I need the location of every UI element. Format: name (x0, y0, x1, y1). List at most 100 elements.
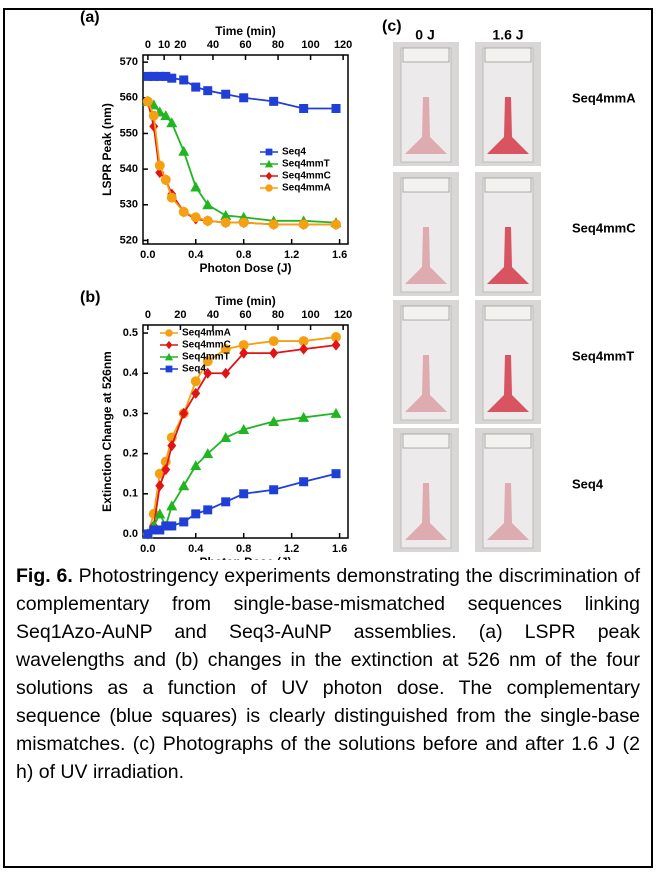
solution (487, 97, 529, 154)
marker (167, 73, 177, 83)
x2-tick-label: 20 (174, 39, 186, 51)
x2-tick-label: 60 (239, 39, 251, 51)
y-axis-label: Extinction Change at 526nm (100, 351, 114, 512)
marker (179, 407, 189, 419)
marker (160, 110, 172, 121)
photo (393, 42, 459, 166)
x-tick-label: 0.4 (188, 543, 204, 555)
legend-marker (265, 148, 273, 156)
legend-marker (264, 159, 274, 168)
x2-tick-label: 40 (207, 309, 219, 321)
marker (143, 71, 153, 81)
marker (221, 367, 231, 379)
marker (161, 464, 171, 476)
marker (149, 525, 159, 535)
marker (191, 82, 201, 92)
cap (484, 433, 532, 449)
marker (202, 215, 213, 226)
marker (299, 477, 309, 487)
marker (166, 500, 178, 511)
y-tick-label: 560 (120, 92, 138, 104)
marker (166, 192, 177, 203)
marker (149, 71, 159, 81)
solution (405, 355, 447, 412)
photo (475, 172, 541, 296)
x2-tick-label: 120 (334, 309, 352, 321)
marker (154, 508, 166, 519)
marker (239, 489, 249, 499)
marker (299, 103, 309, 113)
row-label: Seq4mmT (572, 348, 634, 363)
y-tick-label: 0.1 (123, 488, 138, 500)
row-label: Seq4mmC (572, 220, 636, 235)
cap (402, 433, 450, 449)
legend-marker (165, 365, 173, 373)
marker (190, 376, 201, 387)
marker (238, 340, 249, 351)
y-tick-label: 0.5 (123, 327, 138, 339)
legend-label: Seq4mmT (182, 352, 230, 363)
x2-tick-label: 100 (301, 309, 319, 321)
marker (238, 217, 249, 228)
panel-label: (c) (382, 18, 402, 35)
marker (202, 448, 214, 459)
legend-label: Seq4mmT (282, 159, 330, 170)
y-tick-label: 0.4 (123, 367, 139, 379)
legend-marker (165, 340, 173, 350)
x-tick-label: 1.6 (332, 249, 347, 261)
x2-axis-label: Time (min) (215, 24, 275, 38)
x-axis-label: Photon Dose (J) (200, 555, 292, 560)
marker (203, 367, 213, 379)
x2-tick-label: 10 (158, 39, 170, 51)
cap (402, 305, 450, 321)
marker (220, 344, 231, 355)
cap (402, 177, 450, 193)
x2-axis-label: Time (min) (215, 294, 275, 308)
marker (239, 93, 249, 103)
marker (167, 440, 177, 452)
x-tick-label: 0.4 (188, 249, 204, 261)
marker (220, 217, 231, 228)
marker (203, 505, 213, 515)
legend-label: Seq4mmC (282, 171, 331, 182)
y-tick-label: 0.3 (123, 407, 138, 419)
y-tick-label: 550 (120, 127, 138, 139)
marker (269, 347, 279, 359)
y-tick-label: 0.0 (123, 528, 138, 540)
marker (221, 89, 231, 99)
x2-tick-label: 0 (145, 39, 151, 51)
x-tick-label: 0.8 (236, 249, 251, 261)
cap (484, 47, 532, 63)
marker (268, 219, 279, 230)
marker (268, 415, 280, 426)
marker (202, 356, 213, 367)
photo (393, 428, 459, 552)
solution (487, 355, 529, 412)
marker (268, 336, 279, 347)
photo (393, 172, 459, 296)
y-tick-label: 530 (120, 199, 138, 211)
photo (475, 42, 541, 166)
x2-tick-label: 60 (239, 309, 251, 321)
figure: (c) 0 J 1.6 J (a) 0.0 0.4 0.8 1.2 1.6 0 10 20 40 6… (80, 9, 636, 560)
solution (405, 97, 447, 154)
row-label: Seq4 (572, 476, 604, 491)
marker (161, 71, 171, 81)
caption: Fig. 6. Photostringency experiments demo… (16, 562, 640, 786)
legend-label: Seq4mmA (182, 328, 231, 339)
y-axis-label: LSPR Peak (nm) (100, 103, 114, 196)
caption-text: Photostringency experiments demonstratin… (16, 565, 640, 783)
marker (220, 209, 232, 220)
photo (393, 300, 459, 424)
marker (160, 174, 171, 185)
x2-tick-label: 80 (272, 309, 284, 321)
x2-tick-label: 0 (145, 309, 151, 321)
marker (161, 521, 171, 531)
marker (331, 469, 341, 479)
x2-tick-label: 20 (174, 309, 186, 321)
x2-tick-label: 40 (207, 39, 219, 51)
marker (202, 199, 214, 210)
figure-frame (3, 8, 653, 868)
marker (155, 525, 165, 535)
marker (203, 86, 213, 96)
